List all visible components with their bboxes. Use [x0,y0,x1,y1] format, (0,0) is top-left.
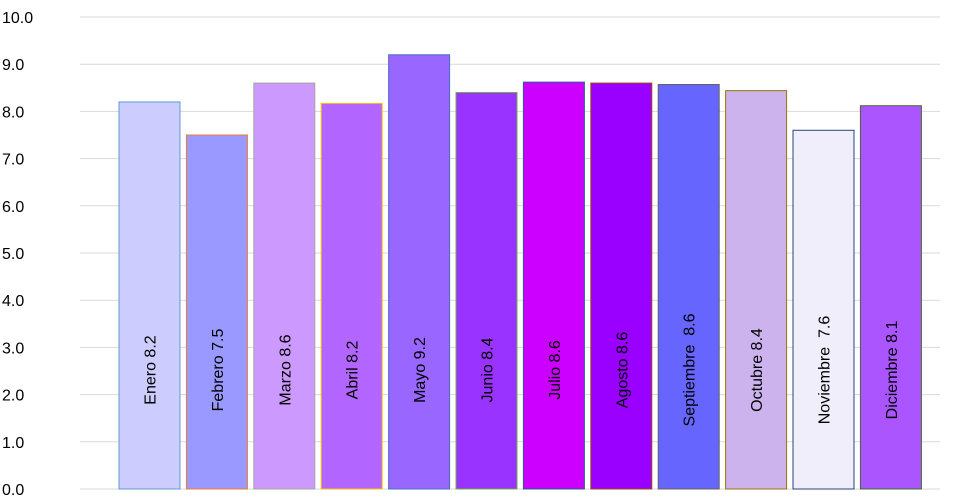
bar-data-label: Noviembre 7.6 [817,316,834,425]
y-tick-label: 2.0 [2,388,24,405]
bar-data-label: Marzo 8.6 [277,334,294,405]
bar-data-label: Septiembre 8.6 [682,313,699,426]
bars [118,54,922,490]
bar [859,105,922,490]
bar [388,54,451,490]
bar [725,90,788,490]
bar-data-label: Julio 8.6 [547,340,564,400]
bar [657,83,720,490]
bar-data-label: Febrero 7.5 [210,329,227,412]
y-tick-label: 4.0 [2,293,24,310]
bar-data-label: Agosto 8.6 [614,332,631,409]
bar [118,101,181,490]
y-tick-label: 7.0 [2,152,24,169]
y-axis-ticks: 0.0 1.0 2.0 3.0 4.0 5.0 6.0 7.0 8.0 9.0 10.0 [2,10,33,499]
bar-data-label: Mayo 9.2 [412,337,429,403]
bar [320,102,383,490]
bar-data-label: Junio 8.4 [480,337,497,402]
bar [590,82,653,490]
y-tick-label: 1.0 [2,435,24,452]
y-tick-label: 0.0 [2,482,24,499]
y-tick-label: 8.0 [2,104,24,121]
y-tick-label: 10.0 [2,10,33,27]
bar-data-label: Octubre 8.4 [749,328,766,412]
y-tick-label: 5.0 [2,246,24,263]
y-tick-label: 6.0 [2,199,24,216]
bar [253,82,316,490]
y-tick-label: 3.0 [2,340,24,357]
bar-data-label: Abril 8.2 [345,341,362,400]
bar [792,129,855,490]
bar-labels: Enero 8.2 Febrero 7.5 Marzo 8.6 Abril 8.2 Ma… [143,313,901,426]
bar-data-label: Diciembre 8.1 [884,321,901,420]
bar [455,92,518,490]
y-tick-label: 9.0 [2,57,24,74]
bar [522,81,585,490]
bar-data-label: Enero 8.2 [143,335,160,404]
bar [185,134,248,490]
